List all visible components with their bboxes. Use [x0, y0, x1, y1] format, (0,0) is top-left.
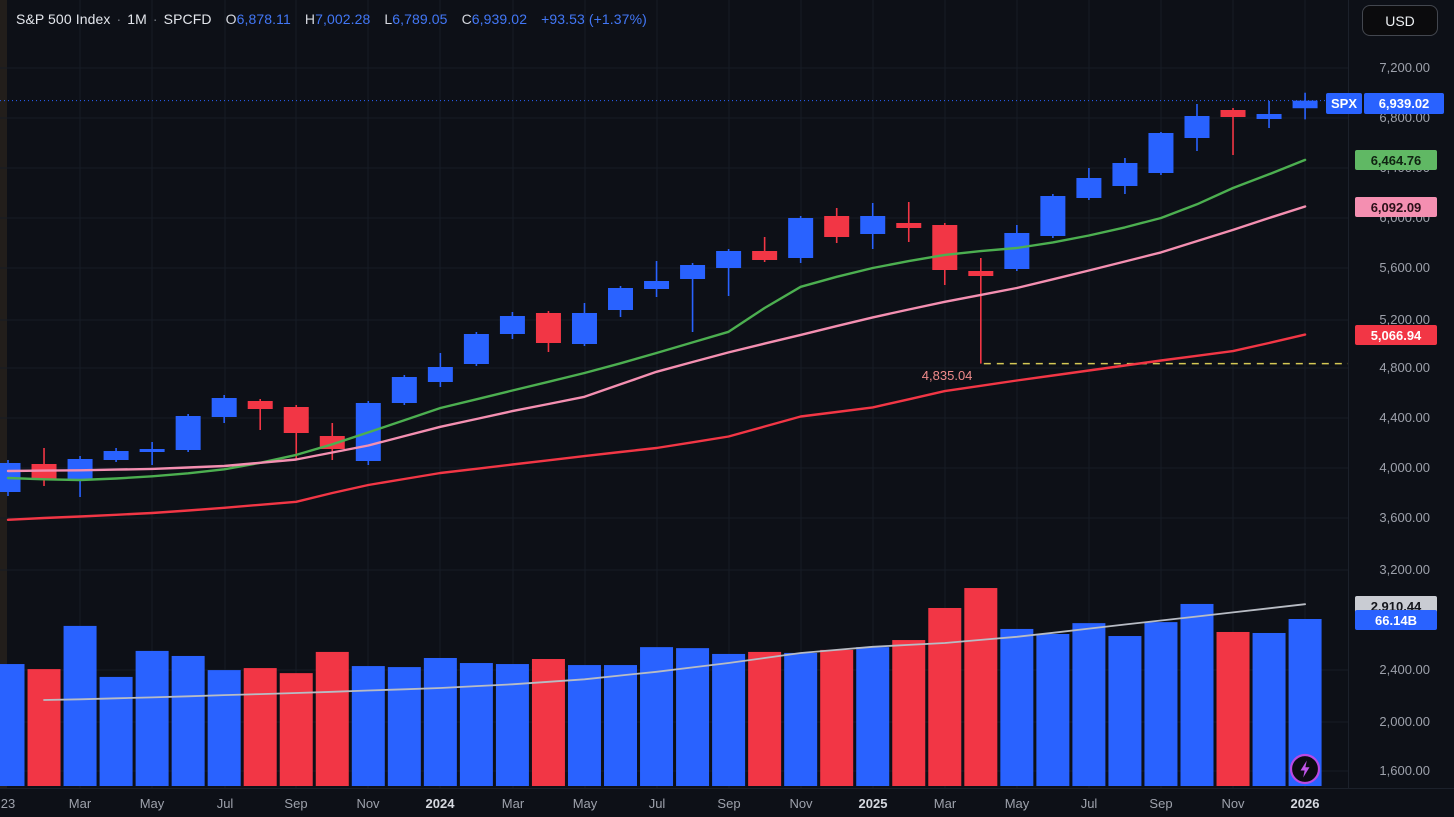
currency-button[interactable]: USD — [1362, 5, 1438, 36]
time-tick: Sep — [1149, 796, 1173, 811]
price-tick: 4,800.00 — [1379, 360, 1430, 375]
time-tick: 2025 — [858, 796, 888, 811]
chart-pane[interactable]: 4,835.04 — [0, 0, 1348, 788]
price-tick: 3,600.00 — [1379, 510, 1430, 525]
time-tick: May — [1004, 796, 1030, 811]
price-tick: 4,000.00 — [1379, 460, 1430, 475]
reference-lines — [0, 100, 1348, 365]
price-tick: 6,800.00 — [1379, 110, 1430, 125]
ma-slow-label: 5,066.94 — [1355, 325, 1437, 345]
separator-dot: · — [152, 11, 158, 27]
time-tick: 2024 — [425, 796, 455, 811]
price-tick: 1,600.00 — [1379, 763, 1430, 778]
time-tick: 23 — [0, 796, 16, 811]
high-prefix: H — [304, 11, 316, 27]
chart-canvas[interactable] — [0, 0, 1348, 788]
separator-dot: · — [116, 11, 122, 27]
moving-average-lines — [6, 158, 1307, 701]
time-tick: May — [572, 796, 598, 811]
high-value: 7,002.28 — [315, 11, 371, 27]
time-tick: Mar — [933, 796, 957, 811]
lightning-boost-badge[interactable] — [1289, 753, 1321, 785]
time-tick: Sep — [284, 796, 308, 811]
price-tick: 2,000.00 — [1379, 714, 1430, 729]
time-axis[interactable]: 23 Mar May Jul Sep Nov 2024 Mar May Jul Sep Nov 2025… — [0, 788, 1454, 817]
change-value: +93.53 (+1.37%) — [541, 11, 647, 27]
ma-mid-label: 6,092.09 — [1355, 197, 1437, 217]
symbol-legend[interactable]: S&P 500 Index · 1M · SPCFD O6,878.11 H7,002.… — [16, 11, 647, 27]
time-tick: May — [139, 796, 165, 811]
price-tick: 2,400.00 — [1379, 662, 1430, 677]
price-tick: 5,600.00 — [1379, 260, 1430, 275]
symbol-title[interactable]: S&P 500 Index — [16, 11, 111, 27]
low-prefix: L — [384, 11, 393, 27]
volume-trend-gray — [43, 603, 1306, 701]
candlesticks — [0, 92, 1318, 497]
time-tick: Sep — [717, 796, 741, 811]
timeframe-label[interactable]: 1M — [127, 11, 147, 27]
low-value: 6,789.05 — [392, 11, 448, 27]
open-value: 6,878.11 — [236, 11, 291, 27]
close-prefix: C — [461, 11, 472, 27]
time-tick: 2026 — [1290, 796, 1320, 811]
volume-label: 66.14B — [1355, 610, 1437, 630]
time-tick: Nov — [1221, 796, 1245, 811]
time-tick: Jul — [216, 796, 234, 811]
current-price-label: 6,939.02 — [1364, 92, 1444, 114]
price-tick: 5,200.00 — [1379, 312, 1430, 327]
window-left-edge — [0, 0, 7, 817]
price-tick: 3,200.00 — [1379, 562, 1430, 577]
ma-mid-pink — [6, 205, 1307, 473]
ma-fast-label: 6,464.76 — [1355, 150, 1437, 170]
close-value: 6,939.02 — [471, 11, 528, 27]
ma-fast-green — [6, 158, 1307, 482]
spx-symbol-chip: SPX — [1326, 92, 1362, 114]
volume-bars — [0, 588, 1322, 786]
price-tick: 7,200.00 — [1379, 60, 1430, 75]
time-tick: Nov — [356, 796, 380, 811]
price-tick: 4,400.00 — [1379, 410, 1430, 425]
exchange-label: SPCFD — [163, 11, 212, 27]
time-tick: Jul — [1080, 796, 1098, 811]
lightning-icon — [1289, 753, 1321, 785]
low-price-annotation: 4,835.04 — [921, 367, 973, 383]
open-prefix: O — [225, 11, 237, 27]
time-tick: Nov — [789, 796, 813, 811]
time-tick: Mar — [68, 796, 92, 811]
ma-slow-red — [6, 333, 1307, 521]
time-tick: Mar — [501, 796, 525, 811]
price-axis[interactable]: 7,200.006,800.006,400.006,000.005,600.00… — [1326, 0, 1454, 788]
time-tick: Jul — [648, 796, 666, 811]
